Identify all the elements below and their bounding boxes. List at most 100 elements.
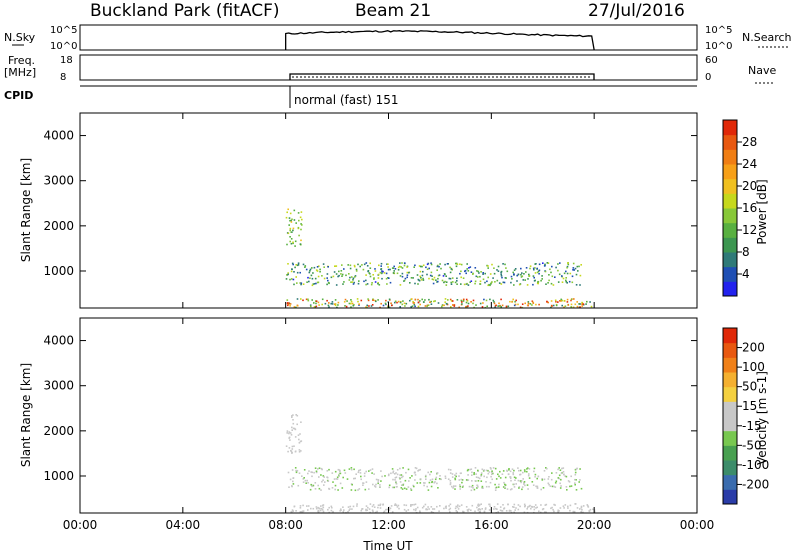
echo-cell (495, 507, 497, 510)
colorbar-tick-label: 16 (742, 201, 757, 215)
echo-cell (331, 472, 334, 474)
echo-cell (290, 219, 292, 222)
echo-cell (290, 221, 293, 223)
echo-cell (533, 276, 535, 279)
echo-cell (545, 467, 547, 469)
echo-cell (580, 511, 582, 513)
echo-cell (422, 279, 425, 281)
echo-cell (512, 271, 514, 274)
echo-cell (554, 299, 557, 302)
echo-cell (481, 468, 484, 471)
echo-cell (458, 479, 461, 481)
echo-cell (581, 305, 583, 307)
colorbar-segment (723, 149, 737, 165)
echo-cell (379, 507, 382, 509)
echo-cell (493, 301, 495, 303)
echo-cell (546, 467, 548, 470)
echo-cell (401, 303, 404, 306)
echo-cell (487, 472, 490, 475)
echo-cell (448, 505, 450, 507)
echo-cell (588, 510, 590, 512)
echo-cell (353, 477, 355, 480)
echo-cell (460, 270, 462, 273)
echo-cell (345, 274, 347, 277)
echo-cell (291, 429, 293, 431)
echo-cell (562, 505, 565, 507)
echo-cell (426, 508, 428, 511)
echo-cell (310, 274, 313, 277)
echo-cell (387, 268, 390, 271)
echo-cell (294, 266, 296, 269)
echo-cell (483, 511, 486, 513)
echo-cell (509, 476, 512, 478)
x-axis-label: Time UT (362, 539, 413, 553)
echo-cell (430, 262, 432, 264)
echo-cell (302, 263, 305, 266)
echo-cell (304, 265, 307, 267)
echo-cell (361, 508, 363, 510)
echo-cell (493, 272, 496, 275)
echo-cell (559, 482, 561, 485)
echo-cell (428, 277, 430, 280)
echo-cell (566, 282, 568, 284)
echo-cell (315, 470, 318, 473)
echo-cell (474, 510, 476, 513)
echo-cell (429, 274, 432, 277)
echo-cell (292, 419, 294, 421)
echo-cell (460, 299, 463, 302)
echo-cell (561, 281, 564, 283)
echo-cell (287, 232, 290, 235)
echo-cell (474, 282, 476, 285)
echo-cell (307, 505, 310, 507)
echo-cell (560, 300, 562, 302)
echo-cell (582, 511, 584, 514)
echo-cell (433, 276, 436, 279)
echo-cell (494, 489, 497, 491)
echo-cell (521, 272, 523, 274)
echo-cell (497, 473, 499, 476)
echo-cell (574, 478, 576, 481)
echo-cell (286, 243, 288, 246)
echo-cell (511, 468, 514, 470)
echo-cell (485, 481, 487, 483)
echo-cell (460, 283, 462, 285)
echo-cell (422, 301, 425, 303)
echo-cell (297, 262, 300, 264)
echo-cell (578, 481, 580, 483)
echo-cell (358, 303, 360, 305)
echo-cell (521, 486, 524, 488)
echo-cell (507, 473, 510, 476)
echo-cell (536, 271, 539, 274)
echo-cell (485, 469, 488, 472)
echo-cell (437, 274, 440, 277)
echo-cell (497, 270, 500, 272)
echo-cell (300, 211, 303, 213)
echo-cell (341, 264, 343, 266)
echo-cell (456, 277, 458, 280)
echo-cell (320, 507, 323, 510)
echo-cell (568, 481, 571, 483)
echo-cell (285, 445, 288, 447)
echo-cell (381, 270, 383, 272)
echo-cell (536, 485, 539, 488)
echo-cell (338, 472, 341, 475)
echo-cell (536, 282, 539, 285)
echo-cell (512, 298, 514, 301)
echo-cell (564, 305, 567, 307)
echo-cell (368, 272, 370, 274)
echo-cell (573, 510, 576, 513)
echo-cell (570, 299, 572, 302)
echo-cell (421, 506, 424, 509)
echo-cell (327, 266, 329, 268)
echo-cell (299, 216, 302, 219)
echo-cell (353, 304, 355, 306)
echo-cell (295, 276, 297, 278)
echo-cell (373, 473, 375, 475)
echo-cell (532, 275, 535, 277)
echo-cell (401, 275, 404, 278)
echo-cell (545, 511, 547, 514)
echo-cell (547, 282, 549, 284)
echo-cell (494, 467, 497, 470)
echo-cell (568, 280, 571, 283)
